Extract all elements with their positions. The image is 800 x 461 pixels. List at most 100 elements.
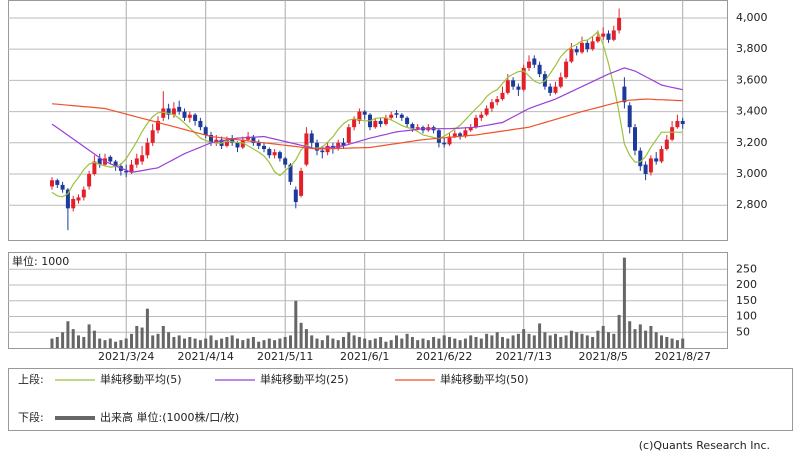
volume-bar — [395, 335, 398, 348]
x-tick-label: 2021/8/27 — [654, 350, 710, 363]
volume-bar — [437, 338, 441, 348]
volume-bar — [310, 335, 314, 348]
volume-bar — [214, 340, 218, 348]
volume-bar — [511, 335, 515, 348]
candle-body — [240, 139, 245, 148]
candle-body — [415, 127, 420, 129]
volume-bar — [585, 335, 589, 348]
volume-bar — [246, 338, 250, 348]
volume-bar — [485, 333, 489, 348]
candle-body — [198, 120, 203, 128]
candle-body — [505, 80, 510, 93]
candle-body — [627, 105, 632, 128]
volume-bar — [241, 340, 245, 348]
candle-body — [654, 158, 659, 162]
volume-bar — [352, 335, 356, 348]
y-tick-label: 250 — [736, 262, 757, 275]
candle-body — [585, 42, 590, 50]
candle-body — [171, 108, 176, 115]
candle-body — [193, 114, 198, 121]
candle-body — [346, 127, 351, 143]
candle-body — [564, 61, 569, 78]
volume-bar — [71, 329, 75, 348]
volume-bar — [575, 332, 579, 348]
y-tick-label: 200 — [736, 278, 757, 291]
candle-body — [50, 180, 54, 187]
candle-body — [156, 120, 160, 131]
candle-body — [648, 158, 653, 173]
candle-body — [670, 127, 675, 140]
candle-body — [537, 64, 542, 75]
moving-average-line — [51, 98, 683, 150]
y-tick-label: 2,800 — [736, 198, 768, 211]
candle-body — [277, 152, 282, 159]
moving-average-line — [51, 30, 683, 198]
volume-bar — [469, 335, 473, 348]
volume-bar — [294, 300, 298, 348]
volume-bar — [156, 333, 160, 348]
candle-body — [362, 111, 367, 115]
candle-body — [574, 49, 579, 53]
candle-body — [124, 170, 129, 173]
volume-bar — [331, 338, 335, 348]
volume-bar — [506, 338, 510, 348]
volume-bar — [61, 332, 65, 348]
candle-body — [145, 142, 150, 156]
volume-bar — [304, 329, 308, 348]
candle-body — [532, 58, 537, 65]
volume-bar — [347, 332, 351, 348]
volume-bar — [130, 333, 133, 348]
volume-bar — [368, 340, 372, 348]
candle-body — [251, 136, 256, 143]
candle-body — [150, 130, 155, 143]
candle-body — [442, 142, 447, 145]
candle-body — [410, 124, 415, 129]
volume-bar — [681, 338, 685, 348]
candle-body — [177, 106, 182, 112]
y-tick-label: 3,800 — [736, 42, 768, 55]
candle-body — [548, 86, 553, 93]
volume-bar — [495, 332, 499, 348]
candle-body — [463, 130, 468, 137]
volume-bar — [622, 257, 626, 348]
x-tick-label: 2021/3/24 — [98, 350, 154, 363]
volume-bar — [66, 321, 70, 348]
volume-bar — [50, 338, 54, 348]
volume-bar — [522, 329, 526, 348]
volume-bar — [257, 341, 261, 348]
candle-body — [452, 133, 457, 137]
y-tick-label: 150 — [736, 294, 757, 307]
volume-bar — [628, 321, 632, 348]
volume-bar — [55, 336, 59, 348]
candle-body — [622, 86, 627, 103]
volume-bar — [230, 335, 234, 348]
volume-bar — [251, 336, 255, 348]
volume-bar — [638, 324, 642, 348]
candle-body — [299, 170, 304, 196]
candle-body — [224, 139, 229, 146]
volume-bar — [342, 336, 345, 348]
candle-body — [341, 142, 346, 146]
y-tick-label: 3,200 — [736, 136, 768, 149]
candle-body — [569, 49, 574, 62]
x-tick-label: 2021/5/11 — [257, 350, 313, 363]
y-tick-label: 3,400 — [736, 105, 768, 118]
candle-body — [293, 189, 298, 203]
candle-body — [479, 114, 484, 118]
volume-bar — [410, 336, 414, 348]
volume-bar — [299, 322, 303, 348]
candle-body — [320, 150, 325, 153]
candle-body — [187, 114, 192, 118]
candle-body — [659, 149, 664, 162]
y-tick-label: 3,000 — [736, 167, 768, 180]
candle-body — [680, 120, 685, 125]
volume-bar — [283, 336, 287, 348]
volume-bar — [183, 338, 186, 348]
candle-body — [378, 120, 383, 125]
candle-body — [373, 120, 378, 128]
volume-bar — [373, 338, 377, 348]
candle-body — [558, 77, 563, 87]
moving-average-line — [51, 67, 683, 174]
candle-body — [129, 164, 134, 173]
